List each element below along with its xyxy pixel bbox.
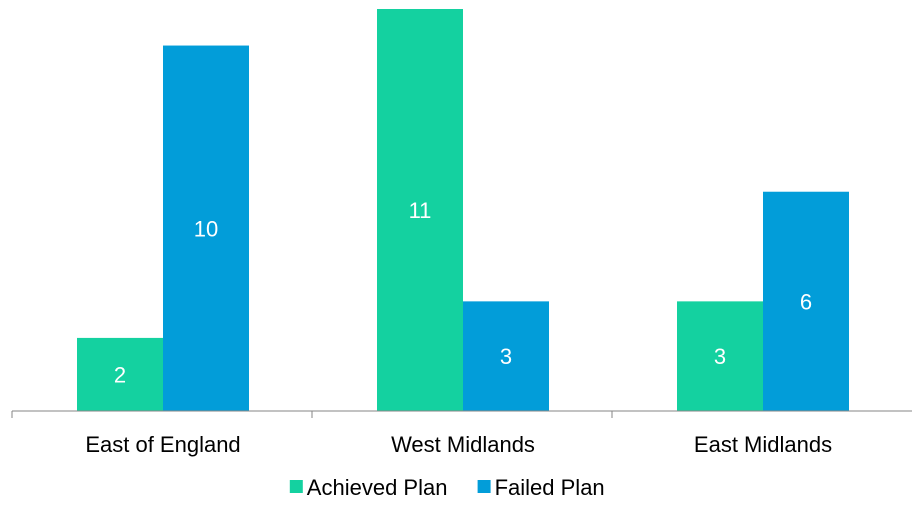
bar-failed-plan-west-midlands	[463, 301, 549, 411]
legend-label-achieved-plan: Achieved Plan	[307, 475, 448, 500]
data-label-achieved-plan-west-midlands: 11	[409, 198, 432, 223]
bar-achieved-plan-east-of-england	[77, 337, 163, 411]
x-tick-label-east-of-england: East of England	[85, 432, 240, 457]
data-label-failed-plan-west-midlands: 3	[500, 344, 512, 369]
legend-swatch-failed-plan	[477, 480, 491, 493]
legend: Achieved Plan Failed Plan	[289, 475, 605, 500]
x-axis: East of England West Midlands East Midland…	[11, 410, 912, 457]
bar-achieved-plan-east-midlands	[677, 301, 763, 411]
labels-layer: 2 10 11 3 3 6	[114, 198, 812, 387]
data-label-failed-plan-east-of-england: 10	[194, 216, 218, 241]
data-label-achieved-plan-east-midlands: 3	[714, 344, 726, 369]
data-label-failed-plan-east-midlands: 6	[800, 289, 812, 314]
data-label-achieved-plan-east-of-england: 2	[114, 362, 126, 387]
bar-failed-plan-east-midlands	[763, 191, 849, 411]
bar-achieved-plan-west-midlands	[377, 9, 463, 411]
x-tick-label-west-midlands: West Midlands	[391, 432, 535, 457]
bars-layer	[77, 9, 849, 411]
legend-label-failed-plan: Failed Plan	[495, 475, 605, 500]
legend-swatch-achieved-plan	[289, 480, 303, 493]
x-tick-label-east-midlands: East Midlands	[694, 432, 832, 457]
bar-failed-plan-east-of-england	[163, 45, 249, 411]
